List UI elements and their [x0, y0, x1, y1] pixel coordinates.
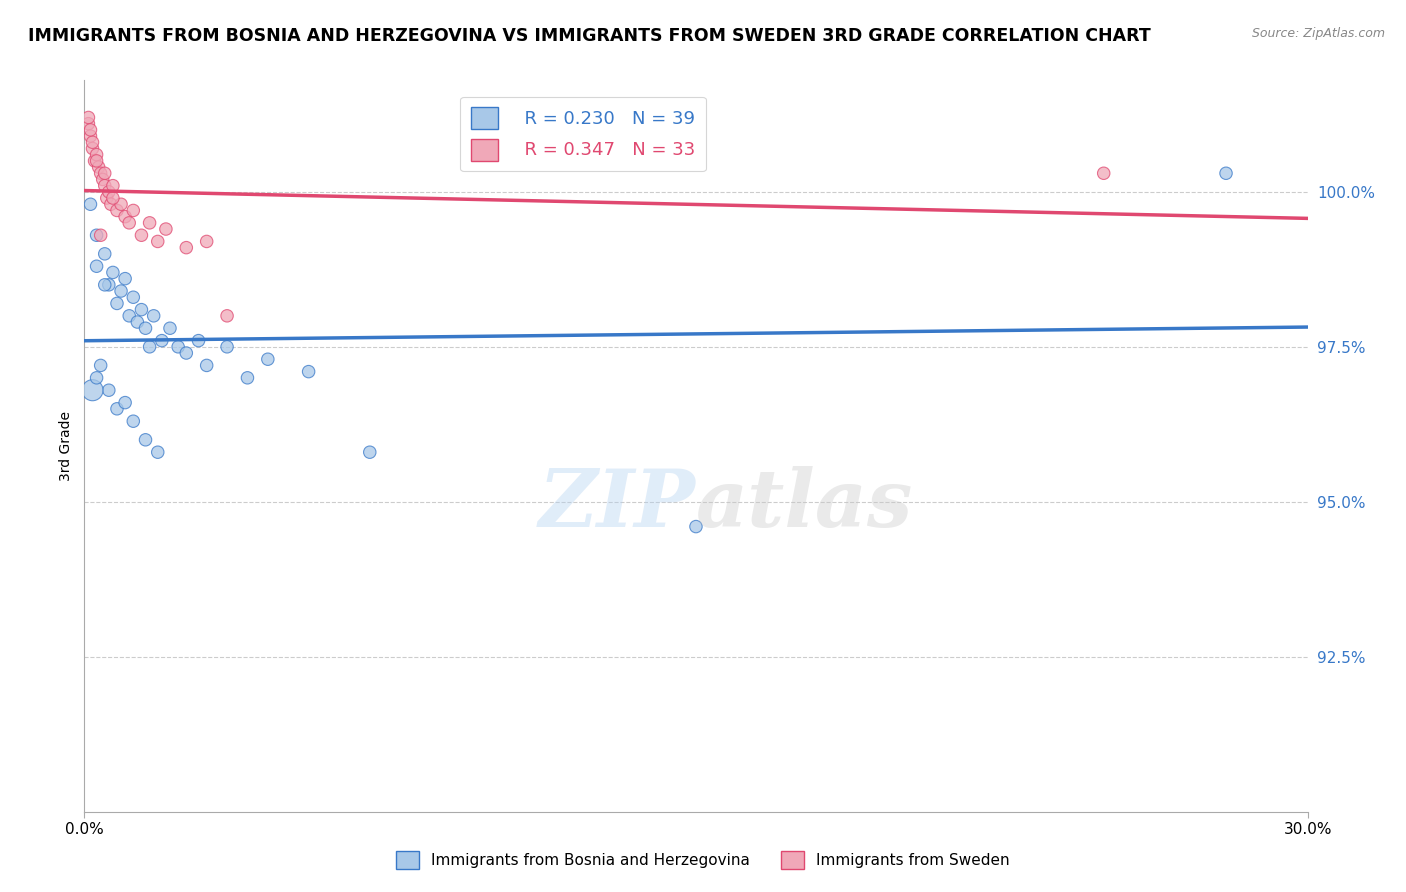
Point — [195, 235, 218, 249]
Point — [217, 309, 239, 323]
Point — [122, 203, 145, 218]
Point — [127, 315, 149, 329]
Point — [174, 346, 197, 360]
Point — [257, 352, 280, 367]
Point — [86, 371, 108, 385]
Point — [118, 309, 141, 323]
Point — [1092, 166, 1115, 180]
Point — [174, 241, 197, 255]
Point — [159, 321, 181, 335]
Point — [101, 178, 124, 193]
Point — [82, 383, 104, 397]
Point — [110, 284, 132, 298]
Point — [86, 228, 108, 243]
Point — [90, 228, 112, 243]
Point — [96, 191, 118, 205]
Point — [146, 445, 169, 459]
Point — [93, 247, 115, 261]
Point — [167, 340, 190, 354]
Point — [217, 340, 239, 354]
Point — [187, 334, 209, 348]
Point — [359, 445, 381, 459]
Point — [110, 197, 132, 211]
Point — [87, 160, 110, 174]
Legend: Immigrants from Bosnia and Herzegovina, Immigrants from Sweden: Immigrants from Bosnia and Herzegovina, … — [391, 845, 1015, 875]
Point — [146, 235, 169, 249]
Point — [298, 365, 321, 379]
Point — [114, 395, 136, 409]
Point — [135, 321, 157, 335]
Point — [131, 228, 153, 243]
Point — [135, 433, 157, 447]
Point — [79, 197, 101, 211]
Point — [79, 123, 101, 137]
Text: atlas: atlas — [696, 466, 914, 543]
Point — [114, 210, 136, 224]
Point — [685, 519, 707, 533]
Point — [101, 265, 124, 279]
Point — [82, 135, 104, 149]
Point — [77, 117, 100, 131]
Point — [150, 334, 173, 348]
Point — [91, 172, 114, 186]
Point — [90, 166, 112, 180]
Point — [83, 153, 105, 168]
Point — [97, 277, 120, 292]
Point — [79, 129, 101, 144]
Point — [131, 302, 153, 317]
Text: ZIP: ZIP — [538, 466, 696, 543]
Point — [86, 147, 108, 161]
Text: IMMIGRANTS FROM BOSNIA AND HERZEGOVINA VS IMMIGRANTS FROM SWEDEN 3RD GRADE CORRE: IMMIGRANTS FROM BOSNIA AND HERZEGOVINA V… — [28, 27, 1152, 45]
Text: Source: ZipAtlas.com: Source: ZipAtlas.com — [1251, 27, 1385, 40]
Point — [100, 197, 122, 211]
Point — [105, 296, 128, 310]
Point — [122, 290, 145, 304]
Point — [101, 191, 124, 205]
Point — [105, 401, 128, 416]
Point — [122, 414, 145, 428]
Point — [97, 185, 120, 199]
Point — [82, 141, 104, 155]
Point — [236, 371, 259, 385]
Point — [93, 277, 115, 292]
Point — [77, 111, 100, 125]
Point — [118, 216, 141, 230]
Point — [114, 271, 136, 285]
Point — [195, 359, 218, 373]
Point — [93, 178, 115, 193]
Point — [138, 340, 160, 354]
Point — [86, 259, 108, 273]
Point — [138, 216, 160, 230]
Point — [97, 383, 120, 397]
Point — [93, 166, 115, 180]
Point — [86, 153, 108, 168]
Y-axis label: 3rd Grade: 3rd Grade — [59, 411, 73, 481]
Point — [155, 222, 177, 236]
Point — [1215, 166, 1237, 180]
Legend:   R = 0.230   N = 39,   R = 0.347   N = 33: R = 0.230 N = 39, R = 0.347 N = 33 — [460, 96, 706, 171]
Point — [105, 203, 128, 218]
Point — [90, 359, 112, 373]
Point — [142, 309, 165, 323]
